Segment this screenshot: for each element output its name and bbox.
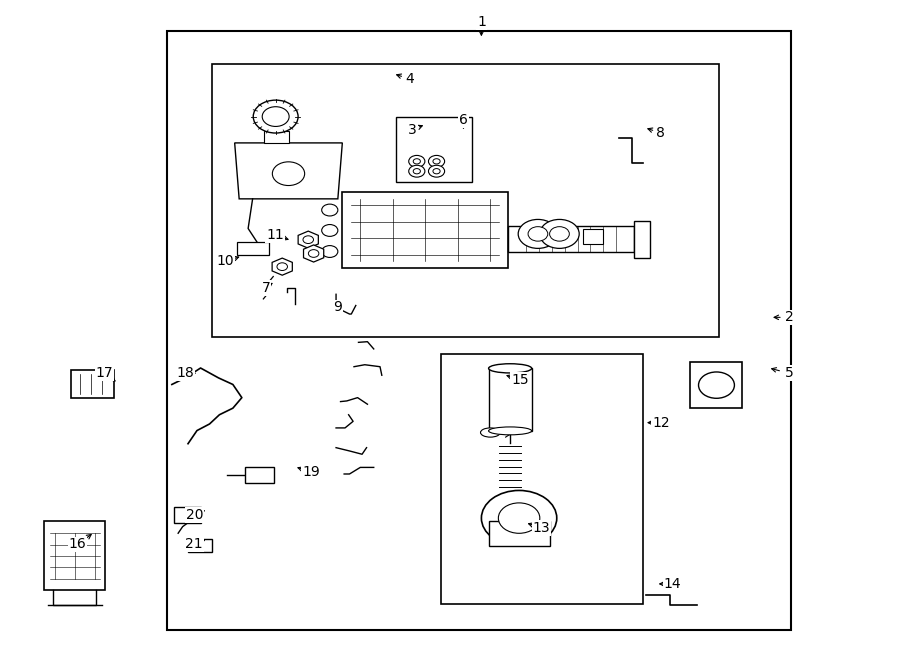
Circle shape — [409, 155, 425, 167]
Bar — [396, 116, 472, 182]
Circle shape — [433, 159, 440, 164]
Circle shape — [698, 372, 734, 399]
Circle shape — [482, 490, 557, 546]
Polygon shape — [235, 143, 342, 199]
Circle shape — [321, 204, 338, 216]
Circle shape — [253, 100, 298, 133]
Text: 21: 21 — [185, 537, 203, 551]
Circle shape — [262, 106, 289, 126]
Circle shape — [413, 159, 420, 164]
Bar — [342, 192, 508, 268]
Bar — [212, 64, 719, 337]
Circle shape — [499, 503, 540, 533]
Text: 3: 3 — [408, 123, 417, 137]
Bar — [71, 370, 114, 398]
Text: 16: 16 — [68, 537, 86, 551]
Text: 15: 15 — [511, 373, 529, 387]
Circle shape — [518, 219, 558, 249]
Text: 19: 19 — [302, 465, 320, 479]
Bar — [441, 354, 643, 603]
Bar — [634, 221, 650, 258]
Polygon shape — [272, 258, 292, 275]
Circle shape — [321, 246, 338, 257]
Text: 12: 12 — [652, 416, 670, 430]
Circle shape — [540, 219, 580, 249]
Text: 9: 9 — [333, 301, 342, 315]
Circle shape — [550, 227, 570, 241]
Bar — [489, 521, 550, 546]
Text: 11: 11 — [266, 228, 284, 242]
Bar — [264, 131, 289, 143]
Circle shape — [277, 263, 287, 270]
Text: 18: 18 — [176, 366, 194, 380]
Ellipse shape — [489, 364, 532, 373]
Bar — [690, 362, 742, 408]
Bar — [489, 368, 532, 431]
Text: 13: 13 — [533, 521, 550, 535]
Bar — [238, 242, 269, 254]
Circle shape — [428, 155, 445, 167]
Ellipse shape — [489, 427, 532, 435]
Bar — [44, 522, 105, 590]
Bar — [583, 229, 602, 244]
Text: 4: 4 — [405, 72, 414, 86]
Text: 6: 6 — [459, 113, 468, 127]
Circle shape — [273, 162, 304, 186]
Text: 2: 2 — [785, 310, 794, 325]
Circle shape — [409, 165, 425, 177]
Circle shape — [321, 225, 338, 237]
Bar — [167, 31, 791, 630]
Bar — [174, 507, 201, 523]
Text: 5: 5 — [785, 366, 794, 380]
Circle shape — [309, 250, 319, 257]
Text: 1: 1 — [477, 15, 486, 30]
Text: 8: 8 — [656, 126, 665, 140]
Ellipse shape — [481, 428, 500, 437]
Text: 17: 17 — [95, 366, 113, 380]
Text: 10: 10 — [217, 254, 235, 268]
Circle shape — [528, 227, 548, 241]
Circle shape — [303, 236, 313, 243]
Polygon shape — [303, 245, 324, 262]
Bar — [246, 467, 274, 483]
Bar — [508, 226, 634, 253]
Text: 7: 7 — [262, 281, 270, 295]
Bar — [188, 539, 212, 553]
Circle shape — [428, 165, 445, 177]
Polygon shape — [298, 231, 319, 249]
Circle shape — [433, 169, 440, 174]
Text: 14: 14 — [663, 577, 681, 591]
Text: 20: 20 — [185, 508, 203, 522]
Circle shape — [413, 169, 420, 174]
